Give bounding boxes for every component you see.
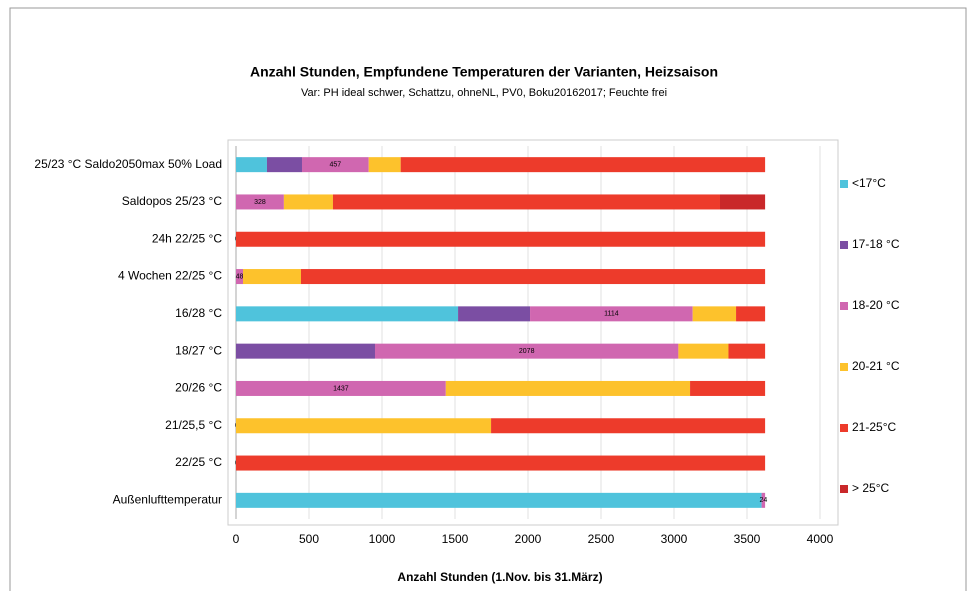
bar-segment [458, 306, 531, 322]
bar-segment [690, 380, 766, 396]
y-tick-label: 24h 22/25 °C [152, 231, 223, 245]
x-tick-label: 1000 [369, 532, 396, 546]
y-tick-label: Außenlufttemperatur [113, 493, 222, 507]
chart-frame [9, 7, 967, 596]
y-tick-label: 16/28 °C [175, 306, 222, 320]
legend-swatch [840, 302, 848, 310]
x-tick-label: 3000 [661, 532, 688, 546]
bar-segment [728, 343, 766, 359]
bar-segment [445, 380, 691, 396]
bar-segment [530, 306, 693, 322]
bar-segment [301, 157, 369, 173]
y-tick-label: 4 Wochen 22/25 °C [118, 269, 222, 283]
bar-segment [236, 492, 762, 508]
legend-swatch [840, 241, 848, 249]
bar-segment [236, 269, 244, 285]
y-tick-label: 25/23 °C Saldo2050max 50% Load [34, 157, 222, 171]
bar-segment [236, 194, 284, 210]
legend-label: > 25°C [852, 481, 889, 495]
legend-label: 21-25°C [852, 420, 896, 434]
y-tick-label: 18/27 °C [175, 343, 222, 357]
y-tick-label: 22/25 °C [175, 455, 222, 469]
y-tick-label: 21/25,5 °C [165, 418, 222, 432]
bar-segment [243, 269, 301, 285]
chart-title: Anzahl Stunden, Empfundene Temperaturen … [250, 64, 718, 80]
data-label: 24 [759, 497, 767, 504]
bar-segment [374, 343, 679, 359]
legend-swatch [840, 485, 848, 493]
y-tick-label: Saldopos 25/23 °C [122, 194, 223, 208]
data-label: 2078 [519, 348, 535, 355]
bar-segment [400, 157, 766, 173]
x-tick-label: 2500 [588, 532, 615, 546]
data-label: 1437 [333, 385, 349, 392]
bar-segment [300, 269, 766, 285]
bar-segment [236, 306, 459, 322]
bar-segment [236, 418, 492, 434]
y-tick-label: 20/26 °C [175, 381, 222, 395]
data-label: 328 [254, 199, 266, 206]
bar-segment [283, 194, 333, 210]
bar-segment [236, 231, 766, 247]
legend-label: 18-20 °C [852, 298, 900, 312]
bar-segment [332, 194, 720, 210]
x-tick-label: 1500 [442, 532, 469, 546]
bar-segment [236, 455, 766, 471]
x-tick-label: 500 [299, 532, 319, 546]
x-tick-label: 2000 [515, 532, 542, 546]
bar-segment [719, 194, 766, 210]
bar-segment [692, 306, 737, 322]
bar-segment [736, 306, 766, 322]
legend-label: 17-18 °C [852, 237, 900, 251]
x-tick-label: 0 [233, 532, 240, 546]
x-tick-label: 3500 [734, 532, 761, 546]
bar-segment [368, 157, 401, 173]
bar-segment [236, 157, 267, 173]
bar-segment [266, 157, 302, 173]
data-label: 1114 [604, 311, 619, 318]
bar-segment [678, 343, 729, 359]
data-label: 457 [330, 161, 342, 168]
legend-swatch [840, 424, 848, 432]
bar-segment [761, 492, 766, 508]
x-axis-label: Anzahl Stunden (1.Nov. bis 31.März) [397, 570, 602, 584]
legend-swatch [840, 363, 848, 371]
chart-subtitle: Var: PH ideal schwer, Schattzu, ohneNL, … [301, 87, 667, 99]
bar-segment [236, 343, 375, 359]
legend-swatch [840, 180, 848, 188]
bar-segment [236, 380, 446, 396]
legend-label: <17°C [852, 176, 886, 190]
x-tick-label: 4000 [807, 532, 834, 546]
data-label: 48 [236, 273, 244, 280]
bar-segment [491, 418, 766, 434]
plot-frame [227, 139, 839, 526]
legend-label: 20-21 °C [852, 359, 900, 373]
